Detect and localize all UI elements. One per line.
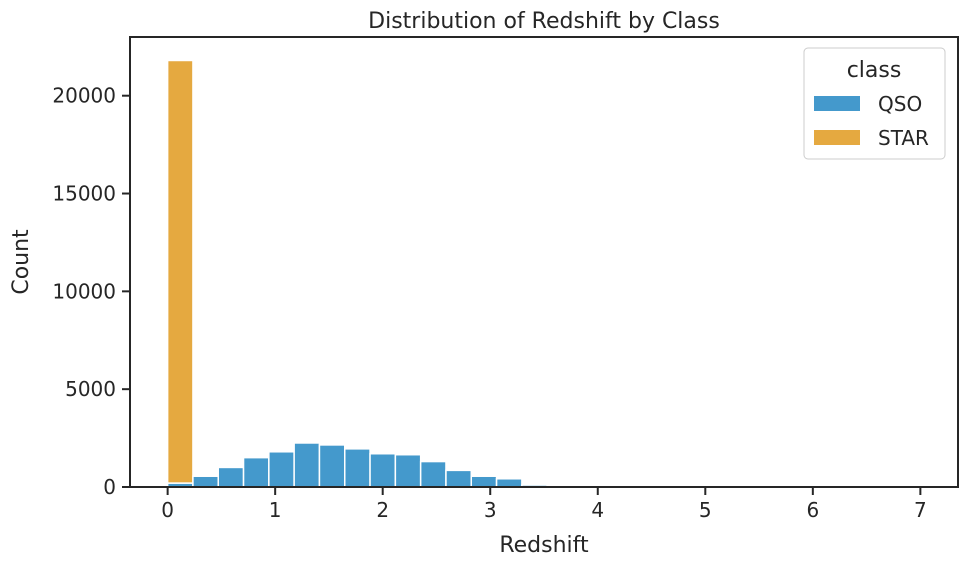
x-tick-label: 4 [591,498,604,522]
bar-star-0 [166,59,194,484]
x-axis-label: Redshift [499,533,589,558]
bar-qso-13 [495,478,523,488]
x-tick-label: 5 [699,498,712,522]
bar-qso-12 [470,475,498,488]
x-tick-label: 7 [914,498,927,522]
legend: class QSO STAR [803,47,946,160]
legend-label-qso: QSO [878,92,922,116]
y-tick-label: 0 [103,475,116,499]
y-tick-label: 20000 [52,84,116,108]
y-axis-label: Count [9,229,34,295]
legend-swatch-qso [814,96,860,111]
axes-frame [129,36,959,488]
bars-layer [166,59,928,488]
legend-title: class [847,58,902,83]
bar-qso-9 [394,453,422,488]
legend-label-star: STAR [878,126,929,150]
bar-qso-4 [268,451,295,488]
y-tick-label: 10000 [52,279,116,303]
bar-qso-5 [293,442,321,488]
bar-qso-3 [242,456,270,488]
x-tick-label: 3 [484,498,497,522]
bar-qso-2 [217,466,245,488]
bar-qso-10 [419,460,447,488]
x-tick-label: 6 [806,498,819,522]
x-tick-label: 0 [161,498,174,522]
bar-qso-7 [344,448,371,488]
y-ticks: 0 5000 10000 15000 20000 [52,84,130,499]
bar-qso-6 [318,444,346,488]
y-tick-label: 5000 [65,377,116,401]
x-tick-label: 2 [376,498,389,522]
chart-title: Distribution of Redshift by Class [368,9,720,34]
bar-qso-1 [192,475,219,488]
bar-qso-11 [445,469,473,488]
x-ticks: 0 1 2 3 4 5 6 7 [161,487,927,522]
legend-swatch-star [814,130,860,145]
bar-qso-8 [369,452,397,488]
y-tick-label: 15000 [52,182,116,206]
x-tick-label: 1 [269,498,282,522]
